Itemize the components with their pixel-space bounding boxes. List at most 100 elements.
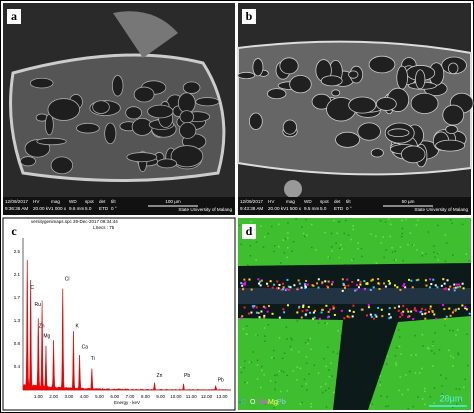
element-dot bbox=[456, 286, 459, 289]
map-speckle bbox=[327, 346, 329, 348]
element-dot bbox=[443, 308, 446, 311]
info-header: tilt bbox=[111, 199, 116, 204]
map-speckle bbox=[286, 237, 289, 240]
element-dot bbox=[242, 288, 245, 291]
pore bbox=[396, 65, 408, 90]
element-dot bbox=[347, 284, 350, 287]
map-speckle bbox=[344, 219, 347, 222]
element-dot bbox=[268, 305, 271, 308]
element-dot bbox=[454, 308, 457, 311]
pore bbox=[442, 104, 465, 126]
map-speckle bbox=[317, 372, 320, 374]
pore bbox=[248, 112, 263, 130]
element-dot bbox=[401, 313, 404, 316]
map-speckle bbox=[394, 355, 397, 357]
element-dot bbox=[393, 306, 396, 309]
map-speckle bbox=[433, 352, 436, 355]
element-dot bbox=[408, 278, 411, 281]
element-dot bbox=[421, 307, 424, 310]
element-dot bbox=[326, 316, 329, 319]
map-speckle bbox=[280, 390, 282, 393]
pore bbox=[36, 137, 67, 146]
pore bbox=[104, 122, 117, 145]
element-dot bbox=[445, 315, 448, 318]
info-header: spot bbox=[85, 199, 94, 204]
lab-name: State University of Malang bbox=[178, 207, 232, 212]
element-dot bbox=[410, 310, 413, 313]
info-value: 0 ° bbox=[346, 206, 352, 211]
element-dot bbox=[251, 305, 254, 308]
element-dot bbox=[442, 278, 445, 281]
element-dot bbox=[378, 288, 381, 291]
map-speckle bbox=[267, 401, 269, 404]
map-speckle bbox=[380, 395, 382, 397]
x-tick-label: 7.00 bbox=[126, 394, 135, 399]
map-speckle bbox=[271, 225, 273, 228]
map-speckle bbox=[421, 367, 423, 370]
map-speckle bbox=[461, 223, 464, 226]
map-scale-text: 20µm bbox=[440, 393, 463, 403]
map-speckle bbox=[240, 243, 243, 246]
element-dot bbox=[264, 306, 267, 309]
element-dot bbox=[297, 307, 300, 310]
element-dot bbox=[282, 308, 285, 311]
info-value: 9.5 mm bbox=[304, 206, 319, 211]
map-speckle bbox=[452, 406, 454, 409]
map-speckle bbox=[320, 386, 322, 388]
element-dot bbox=[468, 312, 471, 315]
map-speckle bbox=[301, 226, 303, 228]
map-speckle bbox=[407, 388, 409, 391]
map-speckle bbox=[459, 400, 462, 402]
element-dot bbox=[331, 280, 334, 283]
map-speckle bbox=[301, 385, 303, 387]
element-dot bbox=[241, 284, 244, 287]
element-dot bbox=[258, 282, 261, 285]
map-speckle bbox=[421, 334, 424, 336]
map-speckle bbox=[452, 356, 455, 359]
element-dot bbox=[269, 280, 272, 283]
element-dot bbox=[330, 283, 333, 286]
map-speckle bbox=[379, 220, 382, 222]
element-dot bbox=[267, 285, 270, 288]
element-dot bbox=[399, 315, 402, 318]
element-dot bbox=[352, 310, 355, 313]
element-dot bbox=[430, 283, 433, 286]
map-speckle bbox=[401, 219, 403, 222]
element-dot bbox=[304, 287, 307, 290]
map-speckle bbox=[409, 370, 411, 373]
element-dot bbox=[402, 310, 405, 313]
map-speckle bbox=[457, 353, 460, 356]
element-dot bbox=[374, 313, 377, 316]
element-dot bbox=[243, 306, 246, 309]
map-speckle bbox=[280, 370, 283, 372]
map-speckle bbox=[304, 342, 307, 344]
map-speckle bbox=[273, 407, 275, 409]
map-speckle bbox=[315, 249, 317, 251]
map-speckle bbox=[411, 244, 414, 246]
map-speckle bbox=[427, 231, 430, 233]
map-speckle bbox=[379, 375, 381, 377]
map-speckle bbox=[395, 364, 398, 366]
map-speckle bbox=[405, 218, 407, 220]
x-tick-label: 13.00 bbox=[216, 394, 228, 399]
map-speckle bbox=[296, 379, 298, 381]
map-speckle bbox=[273, 349, 275, 352]
legend-entry: Mg bbox=[268, 399, 278, 406]
x-tick-label: 8.00 bbox=[141, 394, 150, 399]
map-speckle bbox=[310, 406, 313, 408]
map-speckle bbox=[244, 360, 246, 362]
element-dot bbox=[247, 312, 250, 315]
map-speckle bbox=[433, 251, 435, 253]
map-speckle bbox=[267, 232, 269, 235]
element-dot bbox=[351, 315, 354, 318]
info-value: 5.0 bbox=[320, 206, 327, 211]
element-dot bbox=[244, 281, 247, 284]
element-dot bbox=[263, 316, 266, 319]
map-speckle bbox=[380, 242, 382, 244]
map-speckle bbox=[284, 401, 286, 403]
map-speckle bbox=[328, 387, 330, 390]
info-value: 9:43:38 AM bbox=[240, 206, 263, 211]
element-dot bbox=[367, 306, 370, 309]
element-dot bbox=[447, 288, 450, 291]
element-dot bbox=[304, 285, 307, 288]
